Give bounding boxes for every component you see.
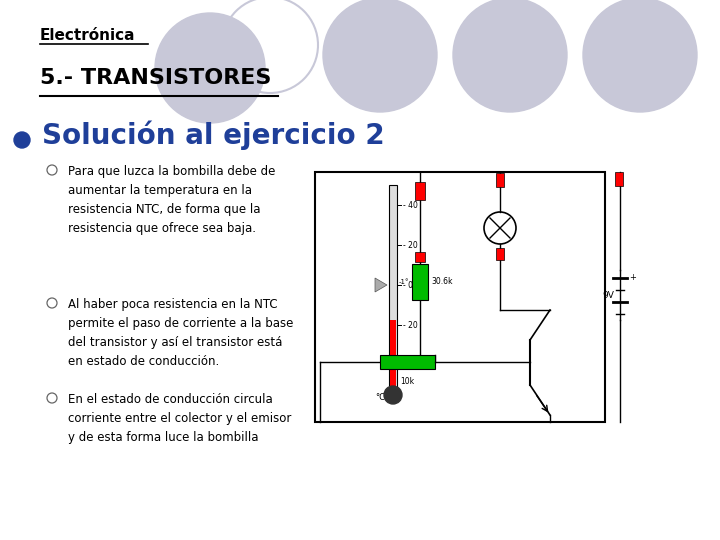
- Text: Para que luzca la bombilla debe de
aumentar la temperatura en la
resistencia NTC: Para que luzca la bombilla debe de aumen…: [68, 165, 275, 235]
- Bar: [389, 185, 397, 390]
- Text: 30.6k: 30.6k: [431, 278, 452, 287]
- Text: - 0: - 0: [403, 280, 413, 289]
- Polygon shape: [375, 278, 387, 292]
- Bar: [615, 172, 623, 186]
- Circle shape: [583, 0, 697, 112]
- Text: 10k: 10k: [400, 377, 414, 386]
- Text: 9V: 9V: [602, 292, 614, 300]
- Bar: [315, 172, 605, 422]
- Bar: [380, 355, 435, 369]
- Bar: [415, 252, 425, 262]
- Bar: [390, 320, 396, 390]
- Text: Al haber poca resistencia en la NTC
permite el paso de corriente a la base
del t: Al haber poca resistencia en la NTC perm…: [68, 298, 293, 368]
- Text: Solución al ejercicio 2: Solución al ejercicio 2: [42, 120, 384, 150]
- Circle shape: [384, 386, 402, 404]
- Circle shape: [155, 13, 265, 123]
- Text: - 20: - 20: [403, 240, 418, 249]
- Text: -1°: -1°: [399, 279, 410, 285]
- Text: 5.- TRANSISTORES: 5.- TRANSISTORES: [40, 68, 271, 88]
- Circle shape: [14, 132, 30, 148]
- Text: En el estado de conducción circula
corriente entre el colector y el emisor
y de : En el estado de conducción circula corri…: [68, 393, 292, 444]
- Text: +: +: [629, 273, 636, 282]
- Circle shape: [453, 0, 567, 112]
- Circle shape: [323, 0, 437, 112]
- Bar: [412, 264, 428, 300]
- Bar: [415, 182, 425, 200]
- Bar: [496, 173, 504, 187]
- Text: °C: °C: [375, 394, 385, 402]
- Text: Electrónica: Electrónica: [40, 28, 135, 43]
- Bar: [496, 248, 504, 260]
- Text: - 20: - 20: [403, 321, 418, 329]
- Text: - 40: - 40: [403, 200, 418, 210]
